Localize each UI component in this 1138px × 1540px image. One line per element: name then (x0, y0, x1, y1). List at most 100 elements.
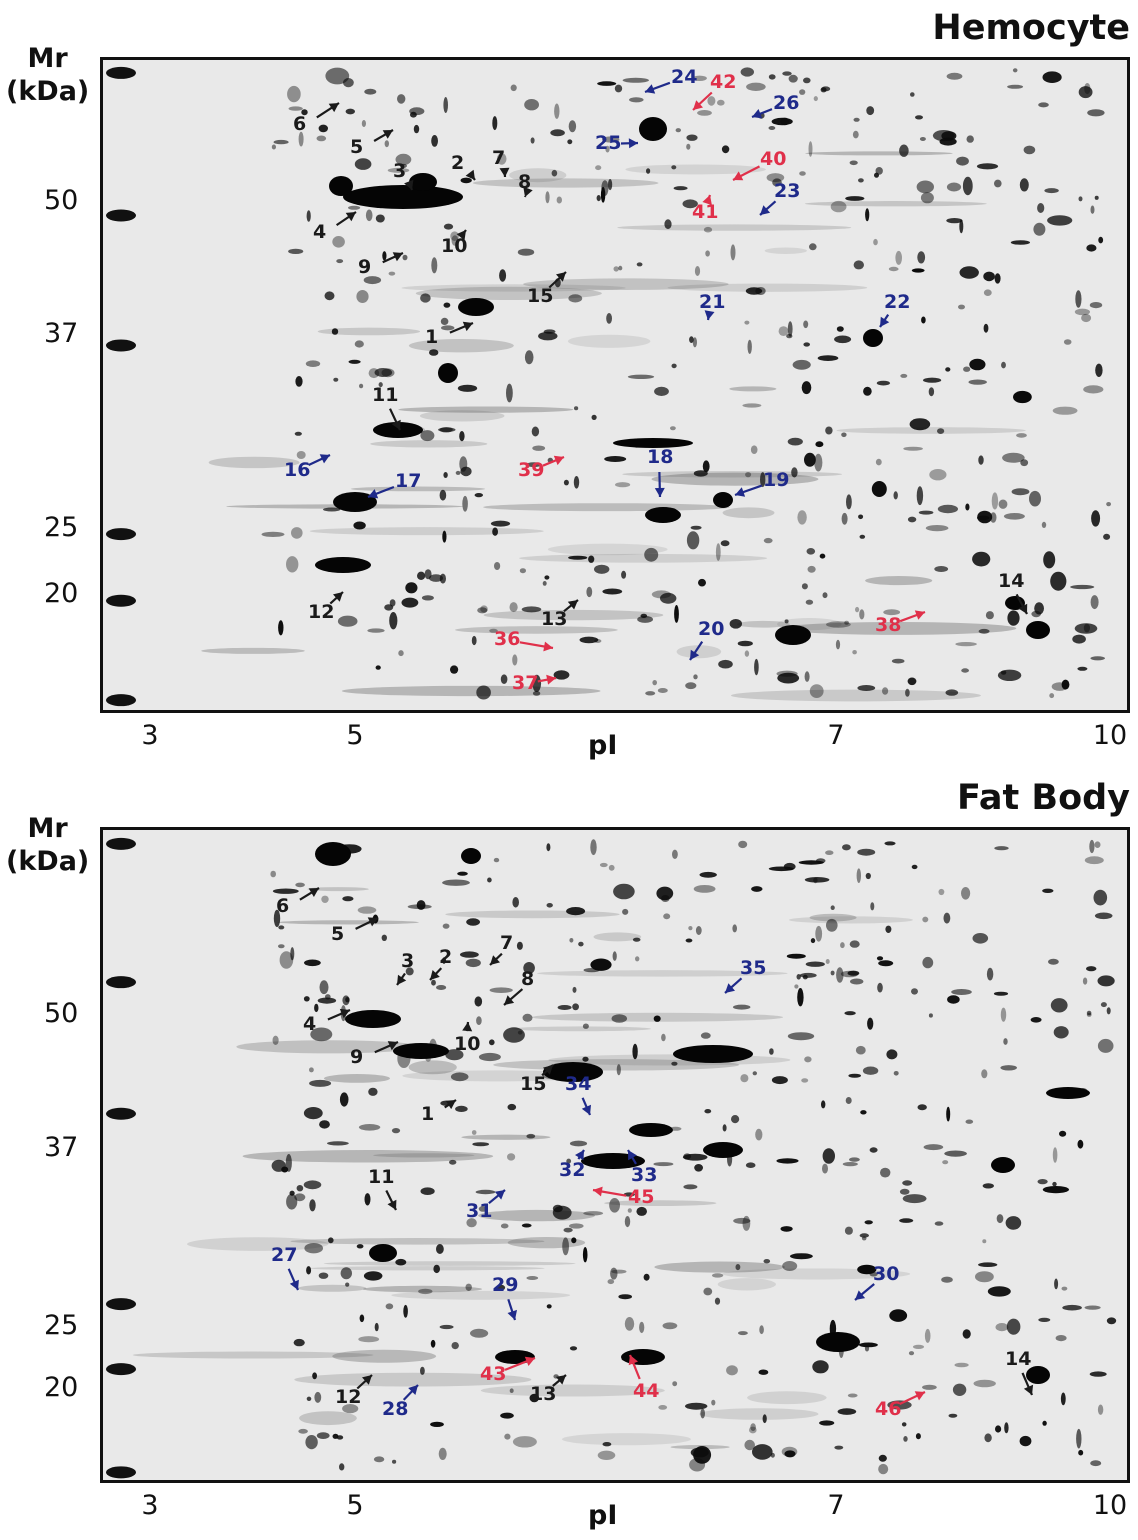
protein-spot (918, 510, 934, 515)
protein-spot (1044, 188, 1059, 194)
protein-spot (395, 1258, 407, 1266)
protein-spot (703, 226, 713, 233)
gel-band (547, 543, 668, 556)
protein-spot (474, 493, 483, 498)
protein-spot (799, 89, 806, 95)
protein-spot (859, 1233, 869, 1238)
y-axis-title: Mr (kDa) (6, 42, 89, 108)
spot-arrow-head-17 (368, 489, 379, 499)
protein-spot (294, 431, 302, 436)
protein-spot (834, 1445, 844, 1450)
gel-band (201, 647, 305, 654)
protein-spot (499, 269, 507, 282)
protein-spot (995, 1425, 1002, 1433)
protein-spot (632, 1043, 638, 1060)
protein-spot (671, 165, 677, 170)
protein-spot (605, 145, 610, 153)
protein-spot (797, 988, 804, 1007)
gel-band (523, 278, 729, 290)
protein-spot (782, 71, 792, 76)
protein-spot (946, 218, 963, 224)
protein-spot (830, 200, 847, 213)
protein-spot (392, 1459, 397, 1464)
spot-label-22: 22 (884, 291, 911, 313)
protein-spot (494, 562, 501, 570)
marker-band (106, 1298, 136, 1311)
protein-spot (808, 141, 813, 157)
protein-spot (834, 335, 852, 344)
protein-spot (857, 685, 876, 691)
spot-arrow-head-15 (543, 1065, 553, 1075)
protein-spot (882, 687, 889, 695)
protein-spot (342, 896, 354, 902)
x-tick-5: 5 (346, 720, 364, 751)
protein-spot (1078, 196, 1083, 202)
protein-spot (786, 953, 806, 959)
protein-spot (455, 1105, 468, 1112)
protein-spot (604, 456, 627, 462)
protein-spot (450, 665, 459, 674)
x-tick-10: 10 (1092, 720, 1128, 751)
protein-spot (460, 177, 472, 184)
protein-spot (702, 460, 710, 473)
protein-spot (1106, 502, 1111, 507)
protein-spot (812, 1360, 829, 1374)
gel-spots-canvas (103, 60, 1127, 710)
protein-spot (865, 208, 870, 222)
protein-spot (803, 342, 810, 347)
protein-spot (766, 173, 785, 183)
protein-spot (1086, 966, 1097, 972)
spot-label-26: 26 (773, 92, 800, 114)
protein-spot (579, 636, 599, 644)
spot-label-4: 4 (303, 1013, 317, 1035)
protein-spot (986, 967, 994, 981)
protein-spot (1086, 1010, 1092, 1016)
protein-spot (563, 1227, 573, 1233)
gel-band (722, 507, 775, 519)
protein-spot (378, 382, 383, 388)
protein-spot (327, 1141, 349, 1146)
protein-spot (673, 1045, 753, 1063)
protein-spot (686, 531, 700, 550)
protein-spot (420, 430, 435, 442)
spot-label-23: 23 (774, 180, 801, 202)
protein-spot (517, 248, 535, 256)
protein-spot (814, 453, 823, 472)
protein-spot (359, 383, 364, 389)
protein-spot (373, 422, 423, 438)
protein-spot (1013, 390, 1032, 404)
protein-spot (500, 1223, 509, 1229)
protein-spot (389, 612, 398, 630)
protein-spot (923, 377, 942, 383)
protein-spot (994, 273, 1001, 284)
protein-spot (476, 685, 491, 700)
protein-spot (384, 604, 394, 611)
protein-spot (296, 451, 306, 459)
protein-spot (635, 956, 640, 962)
protein-spot (384, 140, 389, 148)
protein-spot (731, 1115, 740, 1124)
gel-band (401, 284, 626, 292)
protein-spot (471, 635, 477, 646)
protein-spot (566, 1158, 572, 1164)
protein-spot (1002, 452, 1025, 463)
protein-spot (901, 1422, 907, 1427)
protein-spot (458, 298, 494, 316)
protein-spot (1016, 433, 1027, 438)
protein-spot (290, 947, 295, 961)
protein-spot (306, 1396, 312, 1401)
y-axis-title-line1: Mr (27, 813, 68, 844)
protein-spot (1000, 1007, 1007, 1022)
protein-spot (474, 996, 483, 1007)
protein-spot (686, 143, 691, 150)
protein-spot (813, 96, 818, 102)
protein-spot (402, 254, 408, 261)
protein-spot (714, 1297, 721, 1305)
protein-spot (421, 595, 434, 601)
protein-spot (835, 639, 841, 650)
protein-spot (1097, 1404, 1104, 1415)
protein-spot (807, 565, 816, 573)
protein-spot (590, 958, 612, 971)
spot-arrow-head-5 (382, 130, 393, 139)
protein-spot (387, 167, 410, 173)
